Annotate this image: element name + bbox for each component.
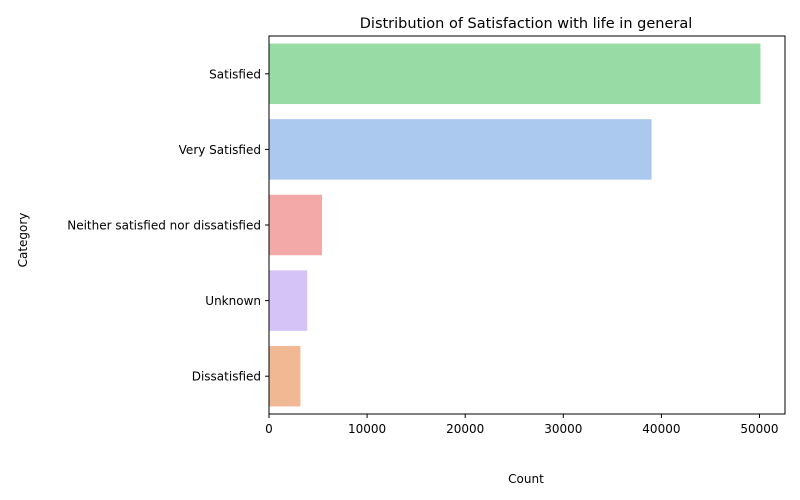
x-tick-label: 50000 — [740, 422, 778, 436]
x-tick-label: 0 — [265, 422, 273, 436]
axes-layer: Satisfied Very Satisfied Neither satisfied… — [67, 35, 786, 436]
bars-layer — [269, 43, 761, 407]
y-tick-label: Unknown — [205, 294, 261, 308]
chart-title: Distribution of Satisfaction with life i… — [360, 16, 693, 32]
x-tick-label: 30000 — [544, 422, 582, 436]
bar-satisfied — [269, 43, 761, 105]
bar-unknown — [269, 270, 308, 331]
y-axis-label: Category — [16, 213, 30, 268]
bar-very-satisfied — [269, 119, 652, 180]
x-axis-label: Count — [508, 472, 544, 486]
bar-neither-satisfied-nor-dissatisfied — [269, 194, 322, 256]
x-tick-label: 20000 — [446, 422, 484, 436]
bar-dissatisfied — [269, 345, 301, 407]
y-tick-label: Dissatisfied — [192, 370, 261, 384]
y-tick-label: Satisfied — [209, 67, 261, 81]
x-tick-label: 10000 — [348, 422, 386, 436]
y-tick-label: Neither satisfied nor dissatisfied — [67, 219, 261, 233]
x-tick-label: 40000 — [642, 422, 680, 436]
y-tick-label: Very Satisfied — [179, 143, 261, 157]
plot-frame — [268, 35, 786, 415]
